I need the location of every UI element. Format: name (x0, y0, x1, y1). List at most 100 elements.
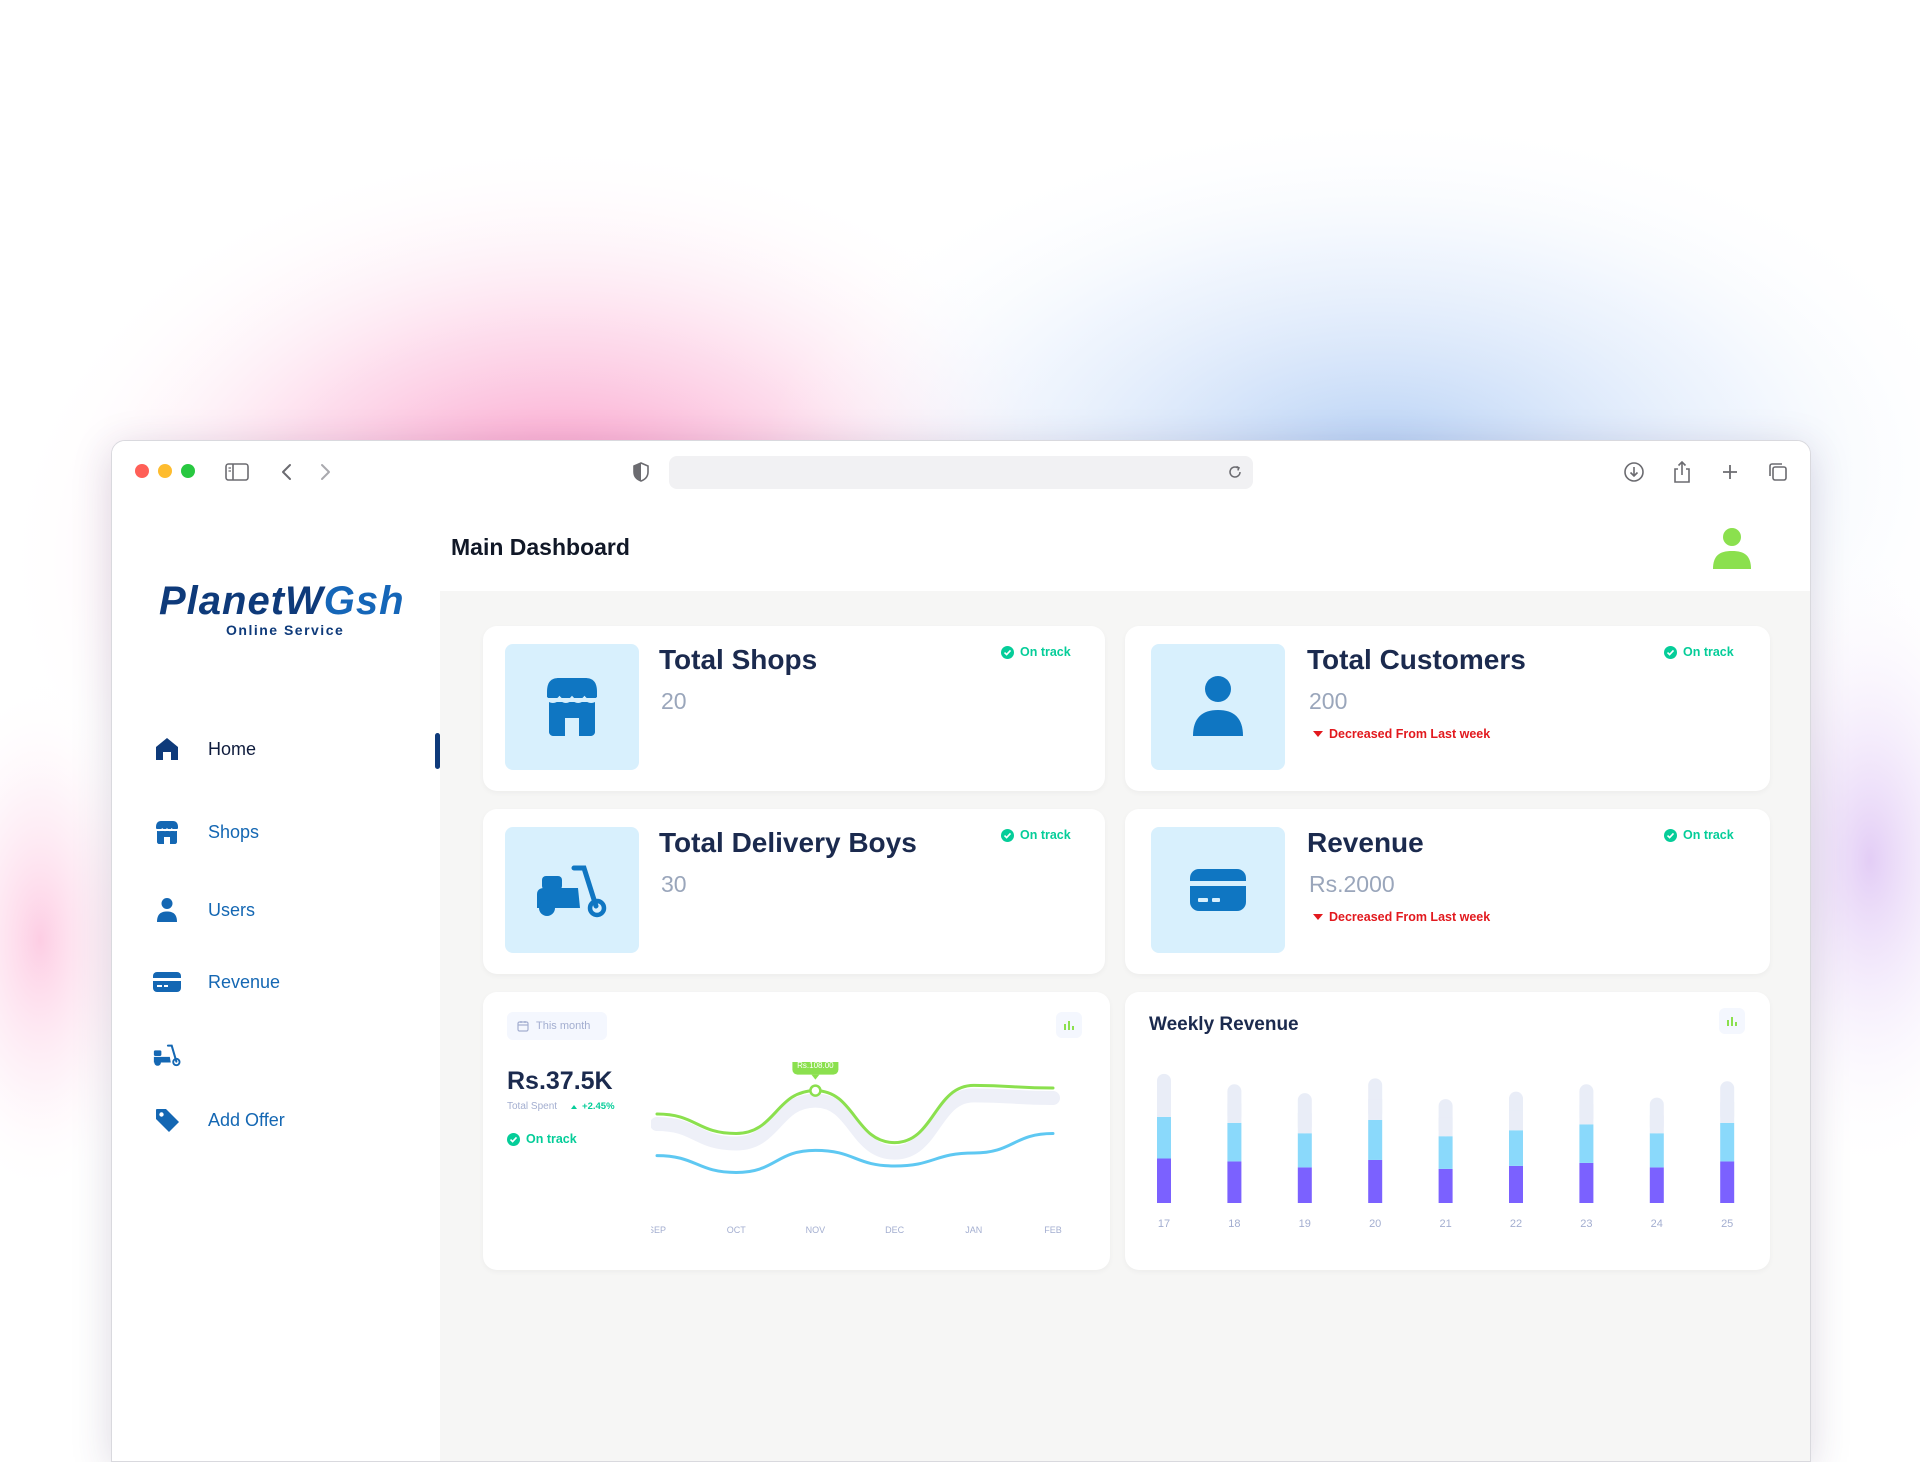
bar-segment (1157, 1116, 1171, 1159)
minimize-window-button[interactable] (158, 464, 172, 478)
forward-icon[interactable] (312, 459, 338, 485)
bar-segment (1720, 1122, 1735, 1162)
x-tick-label: 19 (1299, 1218, 1311, 1230)
logo-wordmark: PlanetWGsh (159, 579, 405, 623)
check-circle-icon (1664, 828, 1677, 842)
privacy-shield-icon[interactable] (628, 459, 654, 485)
sidebar-item-label: Shops (208, 821, 260, 842)
check-circle-icon (507, 1132, 520, 1146)
sidebar-item-label: Users (208, 899, 256, 920)
status-badge: On track (1664, 645, 1734, 659)
bar-segment (1649, 1133, 1664, 1168)
reload-icon[interactable] (1223, 460, 1247, 484)
status-badge: On track (1664, 828, 1734, 842)
chart-title: Weekly Revenue (1149, 1014, 1299, 1035)
bar-segment (1157, 1158, 1171, 1203)
sidebar: PlanetWGsh Online Service Home Shops Use… (112, 501, 440, 1461)
home-icon (152, 734, 182, 764)
bar-segment-fill (1720, 1102, 1735, 1123)
bar-segment (1297, 1133, 1312, 1168)
back-icon[interactable] (274, 459, 300, 485)
status-badge: On track (1001, 645, 1071, 659)
total-spent-label: Total Spent (507, 1101, 558, 1112)
weekly-revenue-card: Weekly Revenue 17 18 19 20 21 22 23 24 25 (1125, 992, 1770, 1270)
bar-segment-fill (1368, 1099, 1383, 1120)
stat-card-total-delivery-boys[interactable]: Total Delivery Boys 30 On track (483, 809, 1105, 974)
browser-window: PlanetWGsh Online Service Home Shops Use… (111, 440, 1811, 1462)
bar-segment (1368, 1159, 1383, 1203)
stat-value: Rs.2000 (1309, 871, 1395, 897)
sidebar-item-label: Revenue (208, 971, 281, 992)
bar-segment-fill (1227, 1103, 1242, 1123)
stat-card-total-customers[interactable]: Total Customers 200 Decreased From Last … (1125, 626, 1770, 791)
check-circle-icon (1664, 645, 1677, 659)
x-tick-label: JAN (965, 1225, 982, 1235)
bar-segment (1227, 1122, 1242, 1162)
sidebar-item-shops[interactable]: Shops (152, 812, 259, 852)
share-icon[interactable] (1669, 459, 1695, 485)
top-header: Main Dashboard (440, 501, 1810, 591)
address-bar[interactable] (669, 456, 1253, 489)
bar-segment-fill (1297, 1113, 1312, 1134)
bar-segment-fill (1649, 1115, 1664, 1134)
chart-options-button[interactable] (1056, 1012, 1082, 1038)
logo-tagline: Online Service (226, 622, 345, 638)
stat-title: Total Delivery Boys (659, 827, 917, 858)
stat-value: 20 (661, 688, 687, 714)
sidebar-item-delivery[interactable] (152, 1035, 208, 1075)
change-indicator: Decreased From Last week (1313, 727, 1490, 741)
stat-icon-tile (1151, 827, 1285, 953)
tooltip-label: Rs.108.00 (797, 1062, 834, 1070)
x-tick-label: OCT (727, 1225, 747, 1235)
new-tab-icon[interactable] (1717, 459, 1743, 485)
period-selector[interactable]: This month (507, 1012, 607, 1040)
x-tick-label: 22 (1510, 1218, 1522, 1230)
chart-options-button[interactable] (1719, 1008, 1745, 1034)
browser-toolbar (112, 441, 1810, 501)
stat-card-revenue[interactable]: Revenue Rs.2000 Decreased From Last week… (1125, 809, 1770, 974)
x-tick-label: NOV (806, 1225, 826, 1235)
card-icon (152, 967, 182, 997)
planetwash-logo[interactable]: PlanetWGsh Online Service (159, 579, 429, 638)
x-tick-label: FEB (1044, 1225, 1062, 1235)
page-title: Main Dashboard (451, 534, 630, 560)
stat-title: Revenue (1307, 827, 1424, 858)
downloads-icon[interactable] (1621, 459, 1647, 485)
sidebar-item-home[interactable]: Home (152, 729, 256, 769)
tab-overview-icon[interactable] (1765, 459, 1791, 485)
sidebar-item-users[interactable]: Users (152, 890, 255, 930)
bar-segment (1579, 1162, 1594, 1203)
sidebar-toggle-icon[interactable] (224, 459, 250, 485)
main-content: Total Shops 20 On track Total Customers … (440, 591, 1810, 1461)
sidebar-item-revenue[interactable]: Revenue (152, 962, 280, 1002)
bar-segment (1720, 1161, 1735, 1203)
shop-icon (544, 678, 600, 736)
calendar-icon (517, 1021, 529, 1032)
card-icon (1190, 869, 1246, 911)
tag-icon (152, 1105, 182, 1135)
user-avatar-icon[interactable] (1710, 526, 1754, 570)
user-icon (1193, 676, 1243, 736)
zoom-window-button[interactable] (181, 464, 195, 478)
bar-segment (1579, 1124, 1594, 1163)
user-icon (152, 895, 182, 925)
x-tick-label: 24 (1651, 1218, 1663, 1230)
stat-title: Total Shops (659, 644, 818, 675)
close-window-button[interactable] (135, 464, 149, 478)
shop-icon (152, 817, 182, 847)
bar-segment (1509, 1130, 1523, 1166)
change-indicator: Decreased From Last week (1313, 910, 1490, 924)
bar-segment (1227, 1161, 1242, 1203)
tooltip-box (792, 1062, 839, 1075)
sidebar-item-add-offer[interactable]: Add Offer (152, 1100, 285, 1140)
stat-card-total-shops[interactable]: Total Shops 20 On track (483, 626, 1105, 791)
bar-segment (1297, 1167, 1312, 1203)
stat-value: 30 (661, 871, 687, 897)
check-circle-icon (1001, 828, 1014, 842)
arrow-down-icon (1313, 731, 1323, 737)
scooter-icon (537, 865, 607, 918)
sidebar-item-label: Add Offer (208, 1109, 285, 1130)
arrow-up-icon (571, 1104, 578, 1109)
x-tick-label: SEP (651, 1225, 666, 1235)
x-tick-label: 17 (1158, 1218, 1170, 1230)
